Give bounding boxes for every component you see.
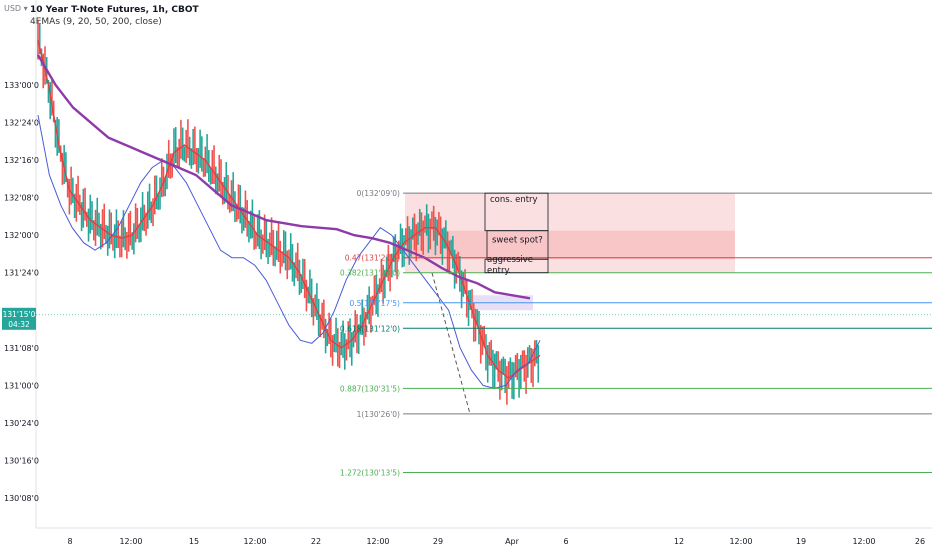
chart-header: 10 Year T-Note Futures, 1h, CBOT 4EMAs (…: [30, 4, 199, 28]
y-axis: 133'00'0 132'24'0 132'16'0 132'08'0 132'00'0…: [4, 0, 39, 528]
y-tick-label: 131'08'0: [4, 344, 39, 353]
x-tick-label: 22: [311, 537, 321, 546]
annotation-box: [484, 258, 549, 274]
currency-label: USD ▾: [4, 4, 28, 13]
y-tick-label: 133'00'0: [4, 81, 39, 90]
x-tick-label: 12:00: [243, 537, 266, 546]
x-tick-label: 29: [433, 537, 443, 546]
x-tick-label: 12: [674, 537, 684, 546]
x-tick-label: 19: [796, 537, 806, 546]
ema-line: [36, 54, 531, 300]
annotation-label: sweet spot?: [492, 236, 543, 246]
chart-title: 10 Year T-Note Futures, 1h, CBOT: [30, 5, 199, 15]
annotations: cons. entry sweet spot? aggressive entry.: [484, 192, 549, 276]
y-tick-label: 130'16'0: [4, 456, 39, 465]
price-badge: 131'15'004:32: [2, 307, 932, 330]
fib-level-label: 0(132'09'0): [357, 189, 400, 198]
x-tick-label: 6: [563, 537, 568, 546]
x-tick-label: 12:00: [119, 537, 142, 546]
x-tick-label: 8: [67, 537, 72, 546]
y-tick-label: 132'00'0: [4, 231, 39, 240]
y-tick-label: 131'24'0: [4, 269, 39, 278]
fib-level-label: 0.47(131'21'5): [345, 254, 400, 263]
y-tick-label: 131'00'0: [4, 381, 39, 390]
fib-level-label: 0.5(131'17'5): [349, 299, 400, 308]
annotation-label: cons. entry: [490, 195, 538, 205]
y-tick-label: 132'24'0: [4, 119, 39, 128]
y-tick-label: 130'08'0: [4, 494, 39, 503]
x-axis: 8 12:00 15 12:00 22 12:00 29 Apr 6 12 12:00 19 12:00…: [36, 527, 932, 546]
y-tick-label: 130'24'0: [4, 419, 39, 428]
fib-level-label: 0.618(131'12'0): [340, 324, 400, 333]
x-tick-label: 12:00: [366, 537, 389, 546]
x-tick-label: 12:00: [852, 537, 875, 546]
x-tick-label: 12:00: [729, 537, 752, 546]
swing-line: [431, 272, 471, 415]
annotation-label: aggressive entry.: [487, 255, 533, 276]
countdown-label: 04:32: [8, 320, 30, 329]
y-tick-label: 132'08'0: [4, 194, 39, 203]
sweet-spot-zone: [405, 230, 735, 260]
ema-line: [37, 115, 541, 389]
y-tick-label: 132'16'0: [4, 156, 39, 165]
fib-level-label: 1(130'26'0): [357, 410, 400, 419]
x-tick-label: Apr: [505, 537, 520, 546]
indicator-legend: 4EMAs (9, 20, 50, 200, close): [30, 17, 162, 27]
price-badge-box: [2, 307, 36, 330]
x-tick-label: 26: [915, 537, 925, 546]
ema-line: [37, 39, 541, 379]
x-tick-label: 15: [189, 537, 199, 546]
ema-series: [36, 39, 541, 415]
fibonacci-levels: 0(132'09'0) 0.47(131'21'5) 0.382(131'23'0)…: [340, 189, 932, 477]
fib-level-label: 0.887(130'31'5): [340, 384, 400, 393]
fib-level-label: 1.272(130'13'5): [340, 468, 400, 477]
fib-level-label: 0.382(131'23'0): [340, 269, 400, 278]
last-price-label: 131'15'0: [3, 310, 36, 319]
